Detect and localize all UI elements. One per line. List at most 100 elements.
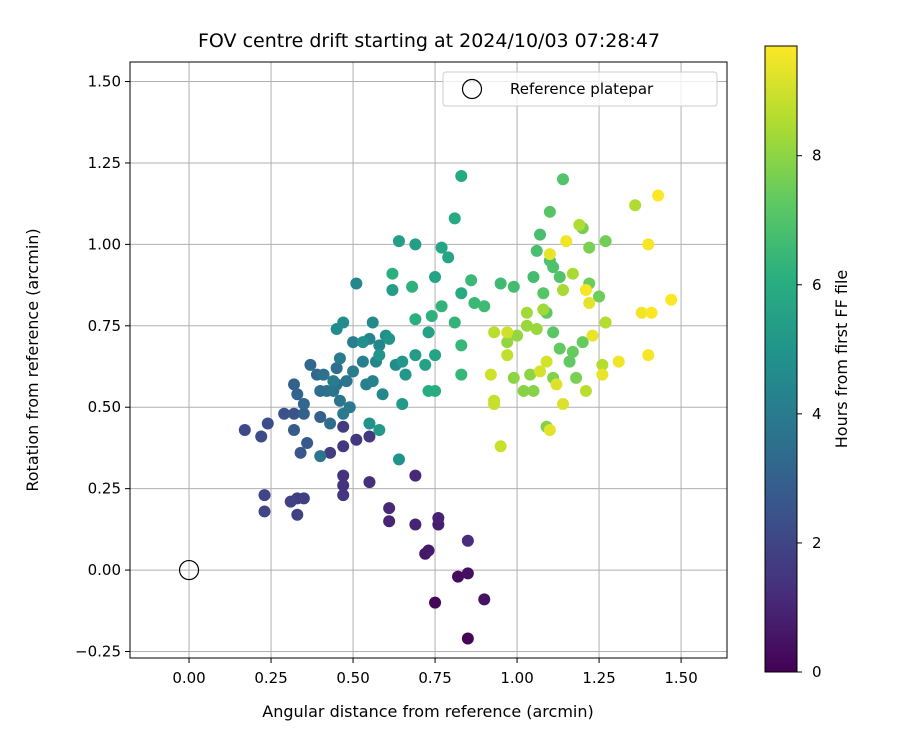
data-point: [409, 469, 422, 482]
data-point: [409, 518, 422, 531]
data-point: [455, 287, 468, 300]
data-point: [442, 251, 455, 264]
data-point: [494, 277, 507, 290]
data-point: [294, 446, 307, 459]
data-point: [350, 433, 363, 446]
data-point: [461, 632, 474, 645]
data-point: [579, 384, 592, 397]
data-point: [383, 515, 396, 528]
x-tick-label: 0.25: [254, 669, 287, 687]
data-point: [327, 384, 340, 397]
data-point: [501, 326, 514, 339]
data-point: [612, 355, 625, 368]
data-point: [314, 410, 327, 423]
y-tick-label: 0.00: [88, 561, 121, 579]
data-point: [455, 368, 468, 381]
y-axis-label: Rotation from reference (arcmin): [23, 228, 42, 491]
data-point: [642, 349, 655, 362]
data-point: [324, 417, 337, 430]
data-point: [386, 267, 399, 280]
data-point: [337, 420, 350, 433]
data-point: [327, 375, 340, 388]
x-axis-label: Angular distance from reference (arcmin): [262, 702, 593, 721]
data-point: [566, 267, 579, 280]
x-tick-label: 0.50: [336, 669, 369, 687]
data-point: [478, 593, 491, 606]
data-point: [333, 352, 346, 365]
data-point: [337, 440, 350, 453]
data-point: [330, 362, 343, 375]
data-point: [550, 378, 563, 391]
x-tick-label: 1.25: [582, 669, 615, 687]
data-point: [448, 212, 461, 225]
data-point: [494, 440, 507, 453]
data-point: [399, 368, 412, 381]
data-point: [583, 241, 596, 254]
colorbar-gradient: [764, 45, 798, 673]
data-point: [297, 397, 310, 410]
data-point: [304, 358, 317, 371]
x-tick-label: 0.75: [418, 669, 451, 687]
data-point: [297, 407, 310, 420]
data-point: [340, 375, 353, 388]
data-point: [534, 228, 547, 241]
data-point: [599, 316, 612, 329]
data-point: [422, 326, 435, 339]
data-point: [593, 290, 606, 303]
x-axis: 0.00 0.25 0.50 0.75 1.00 1.25 1.50: [172, 658, 698, 687]
data-point: [409, 313, 422, 326]
data-point: [543, 248, 556, 261]
data-point: [396, 355, 409, 368]
data-point: [511, 329, 524, 342]
data-point: [520, 306, 533, 319]
data-point: [337, 479, 350, 492]
data-point: [301, 437, 314, 450]
data-point: [553, 270, 566, 283]
data-point: [579, 283, 592, 296]
data-point: [425, 310, 438, 323]
data-point: [409, 238, 422, 251]
data-point: [356, 355, 369, 368]
data-point: [560, 235, 573, 248]
data-point: [350, 277, 363, 290]
reference-platepar-marker: [178, 559, 200, 581]
data-point: [337, 469, 350, 482]
data-point: [455, 169, 468, 182]
data-point: [520, 319, 533, 332]
data-point: [419, 358, 432, 371]
data-point: [317, 368, 330, 381]
y-tick-label: 0.75: [88, 317, 121, 335]
data-point: [347, 336, 360, 349]
data-point: [429, 270, 442, 283]
x-tick-label: 1.00: [500, 669, 533, 687]
data-point: [543, 424, 556, 437]
data-point: [288, 407, 301, 420]
data-point: [566, 345, 579, 358]
data-point: [238, 424, 251, 437]
x-tick-label: 0.00: [172, 669, 205, 687]
data-point: [363, 417, 376, 430]
data-point: [409, 349, 422, 362]
data-point: [255, 430, 268, 443]
data-point: [599, 235, 612, 248]
data-point: [547, 261, 560, 274]
legend: Reference platepar: [442, 71, 718, 107]
colorbar-tick-label: 4: [812, 405, 822, 423]
data-point: [261, 417, 274, 430]
data-points: [178, 169, 678, 645]
data-point: [540, 355, 553, 368]
data-point: [543, 205, 556, 218]
data-point: [356, 336, 369, 349]
data-point: [288, 424, 301, 437]
data-point: [583, 297, 596, 310]
data-point: [284, 495, 297, 508]
y-tick-label: 1.50: [88, 73, 121, 91]
data-point: [478, 300, 491, 313]
data-point: [278, 407, 291, 420]
data-point: [488, 397, 501, 410]
data-point: [291, 388, 304, 401]
data-point: [376, 388, 389, 401]
colorbar-tick-label: 0: [812, 663, 822, 681]
data-point: [537, 287, 550, 300]
